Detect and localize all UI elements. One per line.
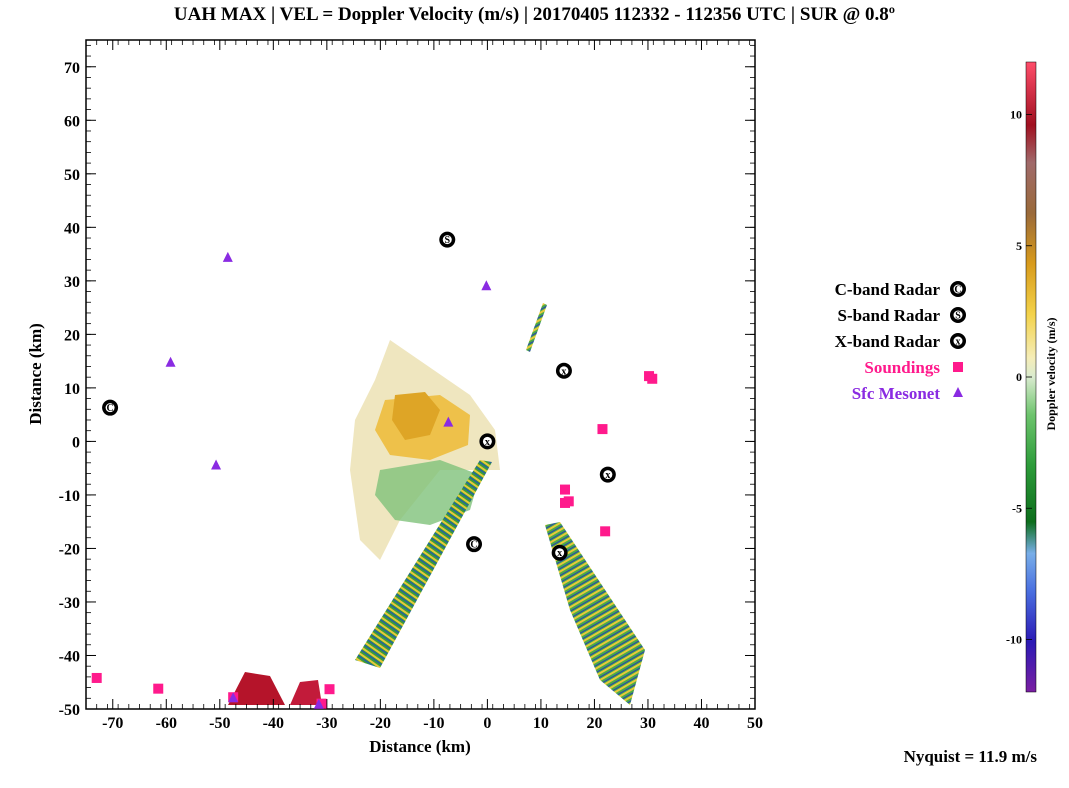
c-band-radar-marker: C <box>102 399 119 416</box>
y-tick-label: 60 <box>64 113 80 130</box>
sfc-mesonet-marker <box>228 692 239 703</box>
x-tick-label: -20 <box>370 715 391 732</box>
svg-text:x: x <box>561 366 566 377</box>
y-tick-label: 10 <box>64 381 80 398</box>
echo-red-region-1 <box>228 672 285 705</box>
x-tick-label: 40 <box>693 715 709 732</box>
soundings-marker <box>91 672 102 683</box>
soundings-marker <box>600 526 611 537</box>
x-tick-label: -10 <box>423 715 444 732</box>
x-band-radar-marker: x <box>555 362 572 379</box>
legend-label: C-band Radar <box>835 280 941 299</box>
y-tick-label: 0 <box>72 434 80 451</box>
echo-streak-ne <box>526 303 547 352</box>
sfc-mesonet-marker <box>481 280 492 291</box>
echo-orange-region <box>392 392 440 440</box>
legend-marker <box>953 362 963 372</box>
radar-echoes <box>228 303 645 705</box>
x-tick-label: 0 <box>483 715 491 732</box>
soundings-marker <box>560 484 571 495</box>
svg-text:x: x <box>485 437 490 448</box>
sfc-mesonet-marker <box>313 698 324 709</box>
y-tick-label: -50 <box>59 702 80 719</box>
soundings-marker <box>324 684 335 695</box>
svg-text:S: S <box>444 235 450 246</box>
c-band-radar-marker: C <box>466 536 483 553</box>
svg-text:C: C <box>106 403 113 414</box>
svg-text:x: x <box>557 548 562 559</box>
nyquist-label: Nyquist = 11.9 m/s <box>903 747 1037 766</box>
x-tick-label: -30 <box>316 715 337 732</box>
legend-label: Soundings <box>864 358 940 377</box>
soundings-marker <box>563 496 574 507</box>
colorbar-tick-label: -10 <box>1006 633 1022 647</box>
s-band-radar-marker: S <box>439 231 456 248</box>
colorbar-label: Doppler velocity (m/s) <box>1044 317 1058 430</box>
sfc-mesonet-marker <box>211 459 222 470</box>
svg-text:C: C <box>954 285 961 296</box>
soundings-marker <box>647 373 658 384</box>
y-tick-label: 50 <box>64 167 80 184</box>
colorbar-tick-label: 5 <box>1016 239 1022 253</box>
sfc-mesonet-marker <box>443 416 454 427</box>
x-band-radar-marker: x <box>599 466 616 483</box>
sfc-mesonet-marker <box>222 251 233 262</box>
chart-title: UAH MAX | VEL = Doppler Velocity (m/s) |… <box>173 4 896 25</box>
legend-marker: x <box>950 333 966 349</box>
svg-text:x: x <box>956 337 961 348</box>
x-tick-label: 30 <box>640 715 656 732</box>
data-points: C C Sx x x x <box>91 231 658 709</box>
svg-text:S: S <box>955 311 961 322</box>
x-axis-label: Distance (km) <box>369 737 471 756</box>
legend-label: Sfc Mesonet <box>852 384 941 403</box>
plot-frame <box>85 39 756 710</box>
y-axis-label: Distance (km) <box>26 323 45 425</box>
svg-text:C: C <box>470 540 477 551</box>
sfc-mesonet-marker <box>165 356 176 367</box>
legend-label: X-band Radar <box>835 332 941 351</box>
colorbar-tick-label: -5 <box>1012 501 1022 515</box>
colorbar-ticks: -10 -5 0 5 10 <box>1006 108 1032 647</box>
y-tick-label: -20 <box>59 541 80 558</box>
soundings-marker <box>316 698 327 709</box>
svg-text:x: x <box>605 470 610 481</box>
soundings-marker <box>597 424 608 435</box>
legend-label: S-band Radar <box>837 306 940 325</box>
echo-red-region-2 <box>290 680 322 705</box>
echo-streak-se <box>545 522 645 705</box>
x-tick-label: -50 <box>209 715 230 732</box>
y-tick-label: -40 <box>59 648 80 665</box>
legend: C-band Radar C S-band Radar S X-band Radar x S… <box>835 280 966 403</box>
y-axis-ticks: -50 -40 -30 -20 -10 0 10 20 30 40 50 60 70 <box>59 44 755 719</box>
y-tick-label: 20 <box>64 327 80 344</box>
colorbar-tick-label: 10 <box>1010 108 1022 122</box>
legend-marker: C <box>950 281 966 297</box>
soundings-marker <box>153 683 164 694</box>
legend-marker: S <box>950 307 966 323</box>
y-tick-label: 30 <box>64 274 80 291</box>
x-tick-label: -70 <box>102 715 123 732</box>
x-axis-ticks: -70 -60 -50 -40 -30 -20 -10 0 10 20 30 40 50 <box>85 40 763 732</box>
y-tick-label: 40 <box>64 220 80 237</box>
x-tick-label: 20 <box>586 715 602 732</box>
legend-marker <box>953 387 963 397</box>
x-tick-label: 10 <box>533 715 549 732</box>
x-band-radar-marker: x <box>551 544 568 561</box>
x-band-radar-marker: x <box>479 433 496 450</box>
x-tick-label: -40 <box>263 715 284 732</box>
y-tick-label: -10 <box>59 488 80 505</box>
echo-streak-sw <box>355 460 492 668</box>
y-tick-label: -30 <box>59 595 80 612</box>
x-tick-label: -60 <box>156 715 177 732</box>
y-tick-label: 70 <box>64 60 80 77</box>
x-tick-label: 50 <box>747 715 763 732</box>
colorbar-tick-label: 0 <box>1016 370 1022 384</box>
